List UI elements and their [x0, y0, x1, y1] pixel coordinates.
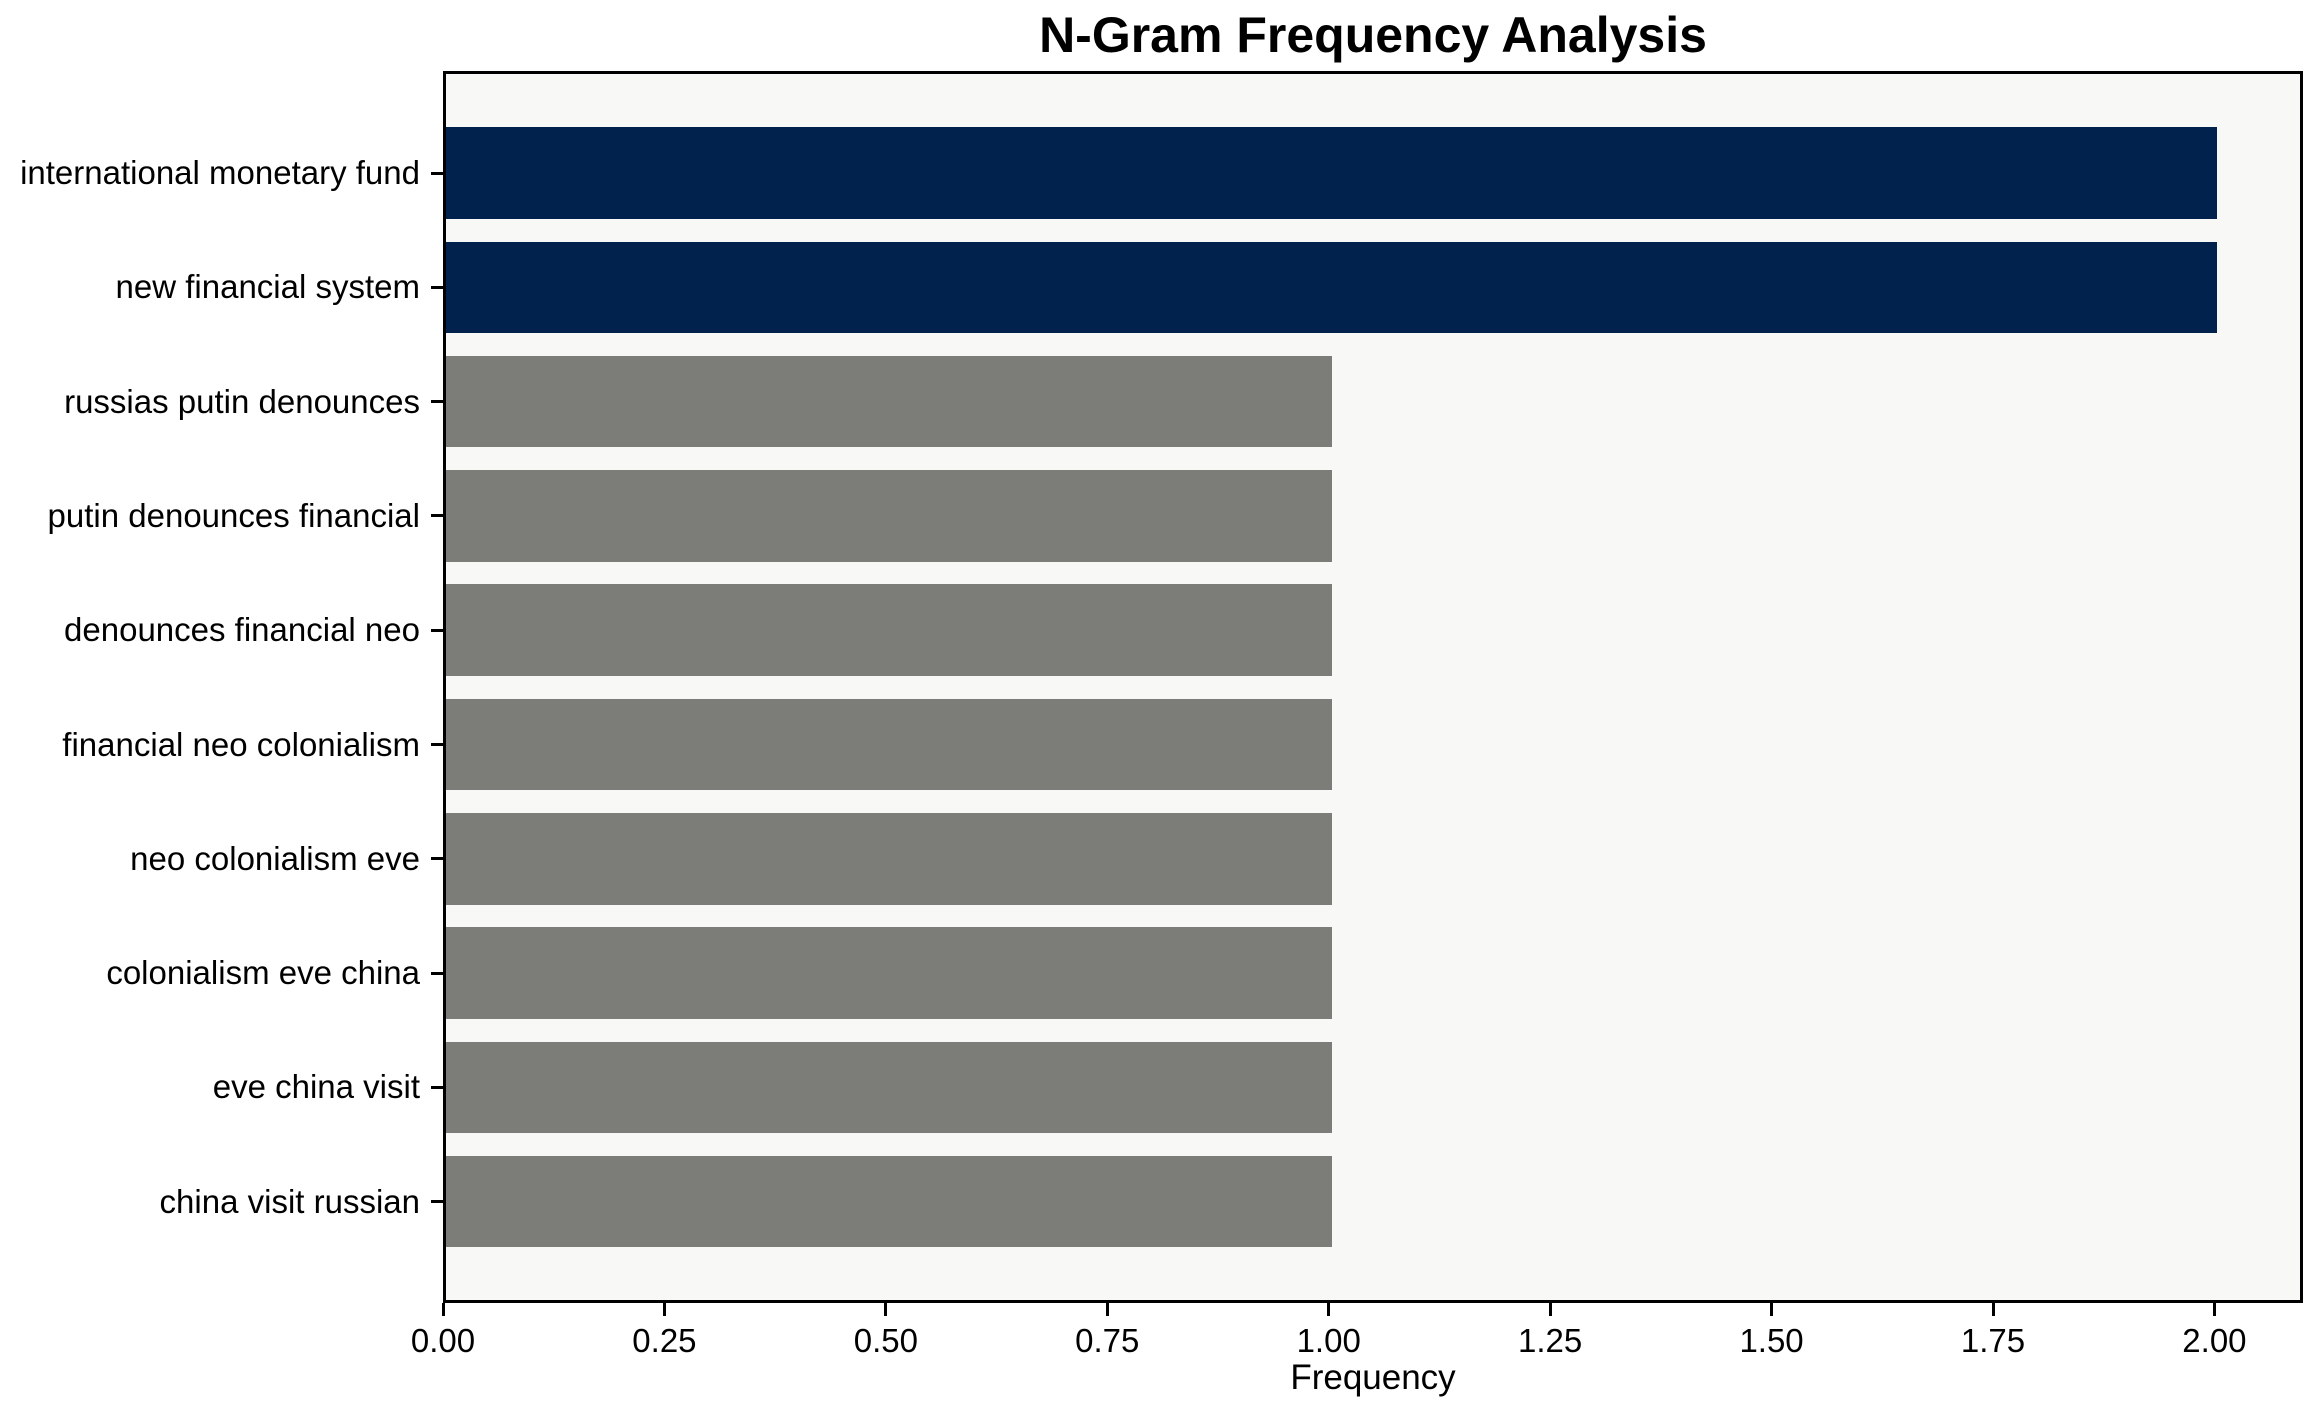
bar	[446, 241, 2218, 334]
x-axis-tick-label: 0.00	[410, 1322, 476, 1359]
x-axis-tick-label: 0.50	[853, 1322, 918, 1359]
y-tick	[431, 628, 443, 632]
bar	[446, 1041, 1332, 1134]
y-tick	[431, 285, 443, 289]
bar	[446, 698, 1332, 791]
x-axis-tick-label: 2.00	[2182, 1322, 2247, 1359]
y-axis-category-label: international monetary fund	[20, 154, 420, 191]
y-tick	[431, 1200, 443, 1204]
y-tick	[431, 171, 443, 175]
y-tick	[431, 400, 443, 404]
x-tick	[884, 1303, 888, 1316]
bar	[446, 584, 1332, 676]
bar	[446, 470, 1332, 562]
y-tick	[431, 1085, 443, 1089]
y-axis-category-label: putin denounces financial	[47, 496, 420, 534]
x-tick	[662, 1303, 666, 1316]
x-tick	[1770, 1303, 1774, 1316]
x-axis-tick-label: 1.25	[1518, 1322, 1583, 1359]
y-axis-category-label: eve china visit	[212, 1068, 420, 1106]
x-tick	[441, 1303, 445, 1316]
y-tick	[431, 743, 443, 746]
x-axis-tick-label: 0.75	[1075, 1322, 1140, 1359]
x-axis-tick-label: 1.00	[1296, 1322, 1361, 1359]
y-tick	[431, 514, 443, 518]
x-axis-tick-label: 0.25	[632, 1322, 697, 1359]
x-tick	[1327, 1303, 1331, 1316]
y-axis-category-label: russias putin denounces	[64, 382, 420, 420]
y-axis-category-label: denounces financial neo	[64, 611, 420, 649]
bar	[446, 927, 1332, 1019]
plot-area	[443, 71, 2303, 1303]
bar	[446, 127, 2218, 219]
y-axis-category-label: china visit russian	[159, 1182, 420, 1220]
x-tick	[1548, 1303, 1552, 1316]
bar	[446, 355, 1332, 448]
y-axis-category-label: neo colonialism eve	[130, 839, 420, 877]
x-axis-tick-label: 1.75	[1960, 1322, 2026, 1359]
y-axis-category-label: new financial system	[115, 268, 420, 306]
chart-title: N-Gram Frequency Analysis	[1039, 7, 1707, 63]
y-tick	[431, 971, 443, 975]
x-axis-tick-label: 1.50	[1739, 1322, 1804, 1359]
y-axis-labels: international monetary fund new financial…	[0, 71, 420, 1303]
bar	[446, 1155, 1332, 1248]
x-axis-title: Frequency	[1290, 1358, 1456, 1397]
y-tick	[431, 857, 443, 861]
x-tick	[1991, 1303, 1995, 1316]
y-axis-category-label: colonialism eve china	[106, 954, 420, 992]
x-tick	[2212, 1303, 2216, 1316]
x-tick	[1105, 1303, 1109, 1316]
bar	[446, 813, 1332, 905]
y-axis-category-label: financial neo colonialism	[62, 725, 420, 763]
